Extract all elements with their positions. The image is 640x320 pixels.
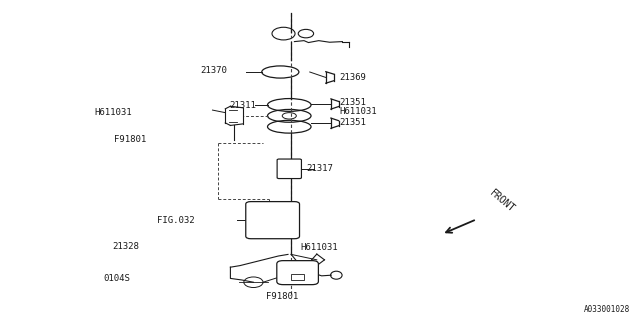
Text: FRONT: FRONT (488, 188, 516, 214)
Text: F91801: F91801 (114, 135, 146, 144)
Text: 21351: 21351 (339, 118, 366, 127)
Text: 21351: 21351 (339, 98, 366, 107)
Text: 21311: 21311 (229, 101, 256, 110)
FancyBboxPatch shape (277, 159, 301, 179)
Text: 21328: 21328 (112, 242, 139, 251)
Text: H611031: H611031 (95, 108, 132, 117)
Text: A033001028: A033001028 (584, 305, 630, 314)
Text: 21369: 21369 (339, 73, 366, 82)
Text: 21370: 21370 (200, 66, 227, 75)
FancyBboxPatch shape (277, 260, 319, 285)
Text: 0104S: 0104S (104, 274, 131, 283)
Bar (291, 274, 304, 280)
Text: FIG.032: FIG.032 (157, 216, 195, 225)
Text: 21317: 21317 (306, 164, 333, 173)
Text: H611031: H611031 (301, 244, 339, 252)
Text: H611031: H611031 (339, 108, 377, 116)
Text: F91801: F91801 (266, 292, 298, 301)
FancyBboxPatch shape (246, 202, 300, 239)
